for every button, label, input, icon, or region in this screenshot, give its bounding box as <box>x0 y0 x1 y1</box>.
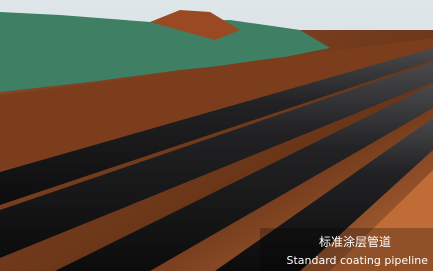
photo: 标准涂层管道 Standard coating pipeline <box>0 0 433 271</box>
page: 标准涂层管道 Standard coating pipeline (() => … <box>0 0 433 271</box>
caption-english: Standard coating pipeline <box>286 254 428 267</box>
caption-chinese: 标准涂层管道 <box>319 234 391 249</box>
